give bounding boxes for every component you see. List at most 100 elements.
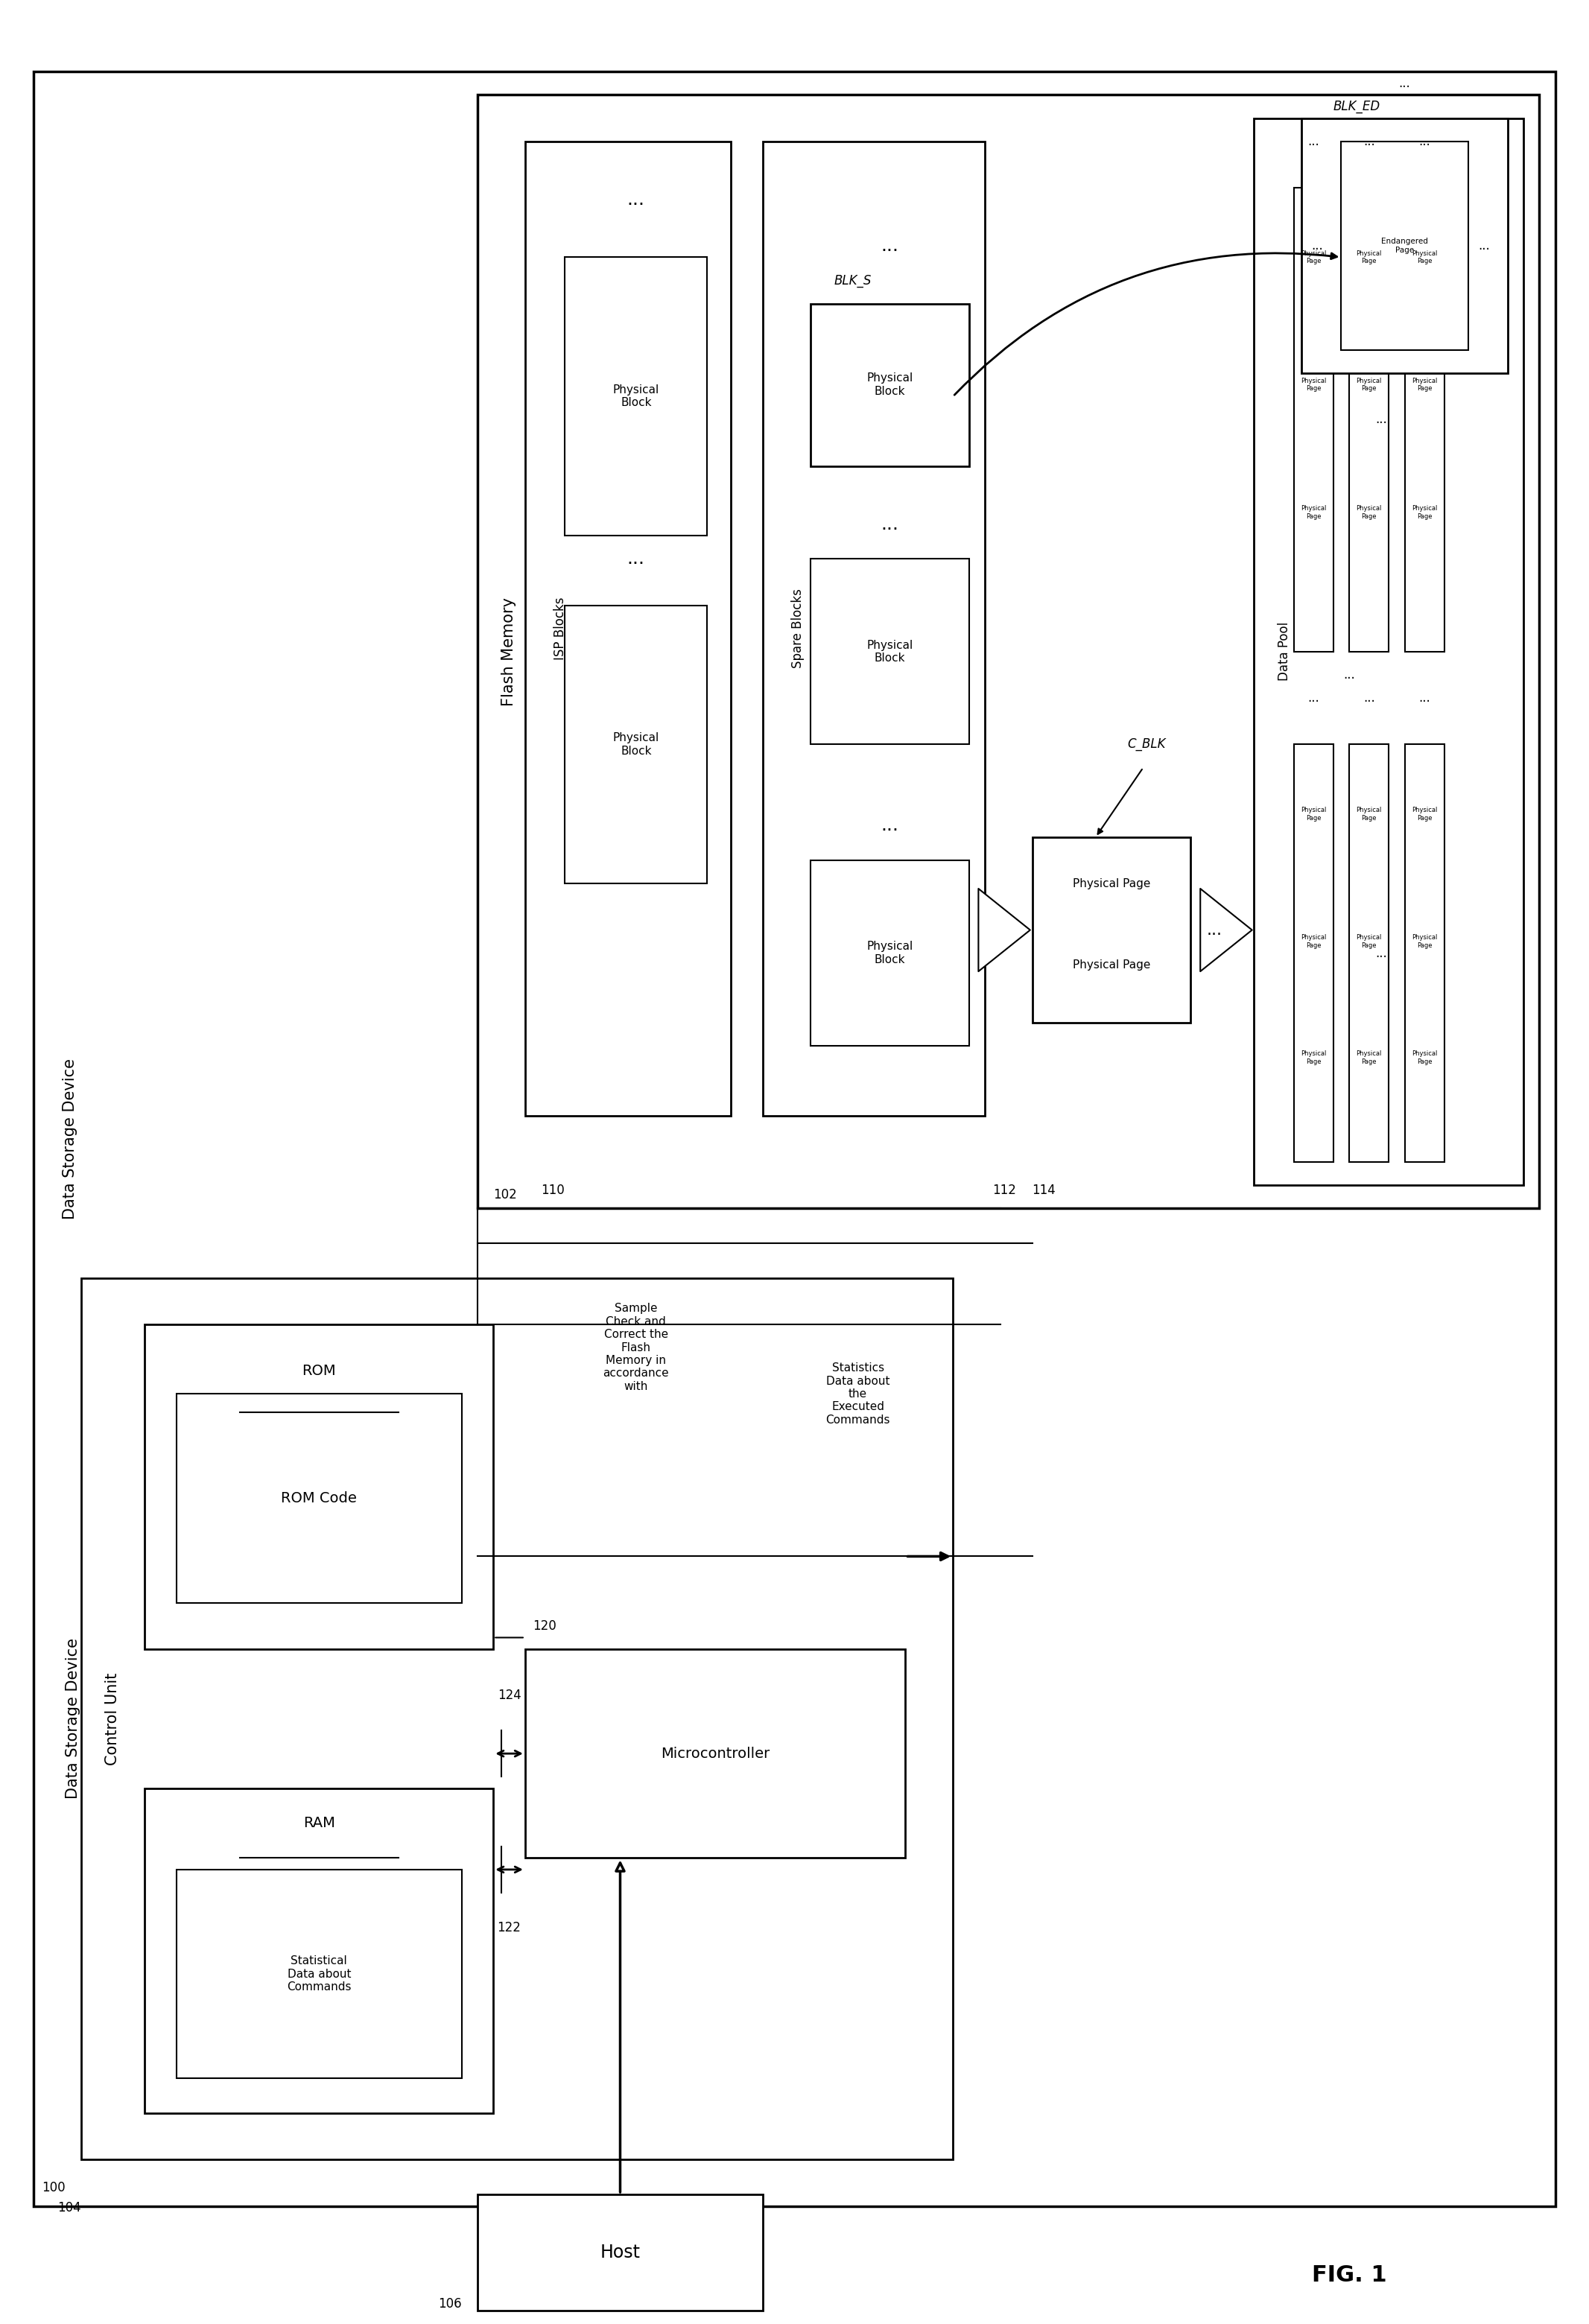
Text: Physical
Block: Physical Block [613,732,659,758]
FancyBboxPatch shape [810,558,969,744]
Text: RAM: RAM [303,1815,335,1831]
Text: Spare Blocks: Spare Blocks [791,588,804,669]
FancyBboxPatch shape [524,1650,906,1857]
Text: BLK_S: BLK_S [834,274,872,288]
Text: Physical
Page: Physical Page [1301,376,1327,393]
Text: ROM Code: ROM Code [281,1492,358,1506]
Text: Physical
Page: Physical Page [1301,934,1327,948]
Text: ...: ... [628,191,645,209]
Text: Physical
Page: Physical Page [1355,934,1382,948]
Text: Endangered
Page: Endangered Page [1381,237,1429,253]
FancyBboxPatch shape [1293,188,1333,651]
FancyBboxPatch shape [763,142,985,1116]
Text: Physical Page: Physical Page [1073,878,1150,890]
Text: 112: 112 [993,1183,1017,1197]
Text: Sample
Check and
Correct the
Flash
Memory in
accordance
with: Sample Check and Correct the Flash Memor… [602,1304,669,1392]
Text: Physical
Page: Physical Page [1301,806,1327,820]
FancyBboxPatch shape [564,604,707,883]
Text: Physical
Page: Physical Page [1355,504,1382,521]
Text: ...: ... [1419,135,1430,149]
Text: ...: ... [1419,690,1430,704]
Text: Physical
Page: Physical Page [1355,806,1382,820]
Text: ...: ... [880,237,898,256]
Text: ...: ... [1308,135,1319,149]
Text: FIG. 1: FIG. 1 [1313,2264,1387,2287]
FancyBboxPatch shape [524,142,731,1116]
Text: Data Pool: Data Pool [1278,623,1292,681]
Text: 104: 104 [57,2201,81,2215]
Text: Physical
Block: Physical Block [866,941,912,964]
FancyBboxPatch shape [176,1868,462,2078]
Text: Physical
Page: Physical Page [1411,806,1438,820]
Text: 114: 114 [1033,1183,1055,1197]
Text: Statistical
Data about
Commands: Statistical Data about Commands [288,1954,351,1992]
Text: ...: ... [628,551,645,567]
FancyBboxPatch shape [1405,744,1444,1162]
FancyBboxPatch shape [1301,119,1508,374]
Text: ...: ... [1374,946,1387,960]
FancyBboxPatch shape [1341,142,1468,351]
Text: Physical
Page: Physical Page [1301,504,1327,521]
FancyBboxPatch shape [145,1325,493,1650]
Text: 124: 124 [497,1690,521,1701]
Text: ...: ... [1363,690,1374,704]
Text: ...: ... [1363,135,1374,149]
Text: BLK_ED: BLK_ED [1333,100,1381,114]
Text: Control Unit: Control Unit [105,1673,121,1766]
FancyBboxPatch shape [1033,837,1190,1023]
FancyBboxPatch shape [1349,188,1389,651]
Text: Host: Host [601,2243,640,2261]
Text: 110: 110 [540,1183,564,1197]
Text: ...: ... [880,816,898,834]
Text: ...: ... [1206,923,1222,937]
Text: ...: ... [1374,414,1387,425]
Text: ...: ... [1343,667,1355,681]
Text: ...: ... [1308,690,1319,704]
FancyBboxPatch shape [145,1789,493,2113]
FancyBboxPatch shape [1293,744,1333,1162]
FancyBboxPatch shape [33,72,1556,2205]
Text: Physical
Page: Physical Page [1411,376,1438,393]
FancyBboxPatch shape [176,1394,462,1604]
Text: Data Storage Device: Data Storage Device [65,1638,81,1799]
Text: Physical
Page: Physical Page [1301,1050,1327,1064]
Text: Physical
Page: Physical Page [1355,251,1382,265]
Text: ISP Blocks: ISP Blocks [553,597,567,660]
Text: Statistics
Data about
the
Executed
Commands: Statistics Data about the Executed Comma… [826,1362,890,1425]
Text: ...: ... [1478,239,1490,253]
Text: Microcontroller: Microcontroller [661,1748,769,1762]
Text: 102: 102 [493,1188,516,1202]
Text: 100: 100 [41,2180,65,2194]
FancyArrowPatch shape [955,253,1336,395]
Text: Physical
Block: Physical Block [866,639,912,665]
FancyBboxPatch shape [810,304,969,467]
Text: ...: ... [1398,77,1411,91]
Text: Physical
Page: Physical Page [1301,251,1327,265]
FancyBboxPatch shape [1349,744,1389,1162]
Text: Physical
Page: Physical Page [1355,1050,1382,1064]
Text: 120: 120 [532,1620,556,1634]
Text: Physical
Page: Physical Page [1411,934,1438,948]
Text: Physical
Block: Physical Block [613,383,659,409]
FancyBboxPatch shape [1405,188,1444,651]
Text: Data Storage Device: Data Storage Device [62,1057,78,1220]
Text: Physical
Block: Physical Block [866,372,912,397]
Text: ROM: ROM [302,1364,335,1378]
Text: Physical
Page: Physical Page [1411,504,1438,521]
Text: Physical
Page: Physical Page [1411,1050,1438,1064]
Text: 106: 106 [439,2296,462,2310]
FancyBboxPatch shape [81,1278,953,2159]
Text: Physical
Page: Physical Page [1355,376,1382,393]
Text: C_BLK: C_BLK [1127,737,1166,751]
FancyBboxPatch shape [1254,119,1524,1185]
Text: Physical
Page: Physical Page [1411,251,1438,265]
FancyBboxPatch shape [810,860,969,1046]
Text: Physical Page: Physical Page [1073,960,1150,971]
Text: ...: ... [1311,239,1324,253]
FancyBboxPatch shape [478,95,1540,1208]
Text: 122: 122 [497,1922,521,1934]
Text: Flash Memory: Flash Memory [501,597,516,706]
Text: ...: ... [880,516,898,532]
FancyBboxPatch shape [564,258,707,535]
FancyBboxPatch shape [478,2194,763,2310]
